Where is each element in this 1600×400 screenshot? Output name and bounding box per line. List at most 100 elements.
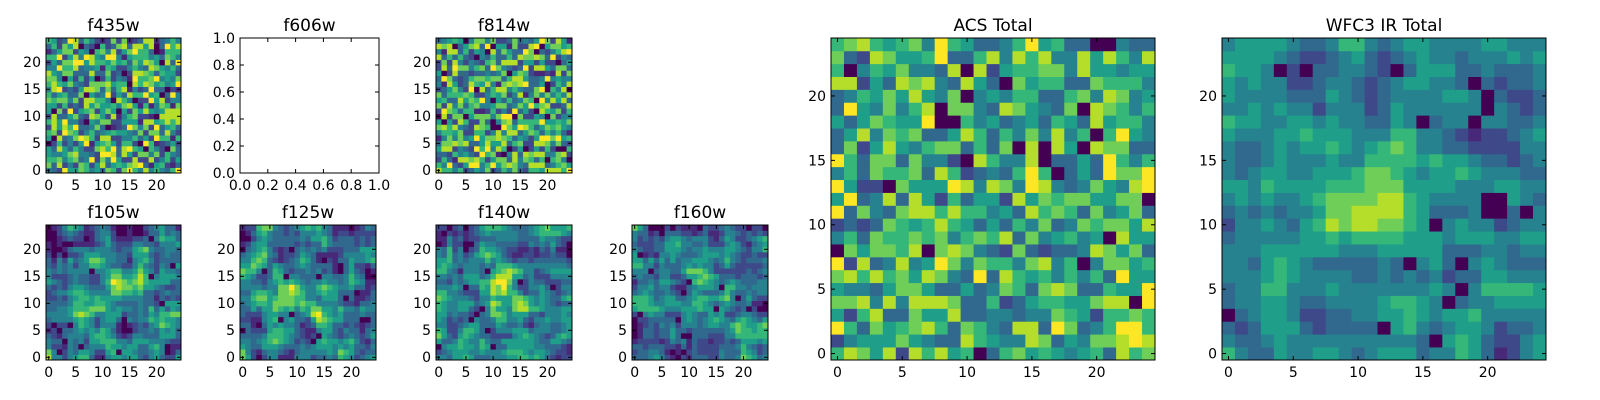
- heatmap-cell: [724, 262, 731, 269]
- heatmap-cell: [299, 279, 306, 285]
- heatmap-cell: [523, 333, 529, 339]
- heatmap-cell: [132, 102, 139, 109]
- heatmap-cell: [51, 300, 58, 307]
- heatmap-cell: [73, 246, 79, 253]
- heatmap-cell: [446, 124, 453, 131]
- heatmap-cell: [960, 153, 974, 168]
- heatmap-cell: [1481, 256, 1495, 271]
- heatmap-cell: [708, 230, 714, 237]
- heatmap-cell: [446, 75, 453, 82]
- heatmap-cell: [973, 205, 987, 219]
- heatmap-cell: [78, 146, 85, 152]
- heatmap-cell: [116, 162, 122, 168]
- heatmap-cell: [512, 241, 518, 247]
- heatmap-cell: [278, 300, 284, 307]
- heatmap-cell: [506, 70, 513, 77]
- heatmap-cell: [154, 257, 160, 264]
- heatmap-cell: [843, 153, 858, 168]
- heatmap-cell: [1116, 50, 1130, 65]
- heatmap-cell: [267, 284, 273, 291]
- heatmap-cell: [137, 156, 144, 163]
- heatmap-cell: [116, 140, 122, 147]
- heatmap-cell: [100, 135, 106, 141]
- heatmap-cell: [365, 230, 371, 237]
- heatmap-cell: [533, 140, 540, 147]
- heatmap-cell: [561, 113, 567, 120]
- heatmap-cell: [523, 129, 529, 136]
- heatmap-cell: [452, 284, 459, 291]
- heatmap-cell: [999, 256, 1013, 271]
- heatmap-cell: [648, 306, 655, 312]
- heatmap-cell: [343, 268, 350, 274]
- heatmap-cell: [463, 333, 469, 339]
- heatmap-cell: [316, 284, 322, 291]
- heatmap-cell: [51, 230, 58, 237]
- heatmap-cell: [299, 354, 306, 361]
- heatmap-cell: [539, 70, 546, 77]
- heatmap-cell: [446, 81, 453, 87]
- heatmap-cell: [256, 327, 263, 334]
- heatmap-cell: [62, 146, 68, 152]
- heatmap-cell: [354, 279, 361, 285]
- heatmap-cell: [436, 124, 442, 131]
- heatmap-cell: [653, 257, 660, 264]
- heatmap-cell: [110, 135, 117, 141]
- heatmap-cell: [159, 306, 166, 312]
- heatmap-cell: [999, 50, 1013, 65]
- heatmap-cell: [468, 306, 475, 312]
- heatmap-cell: [337, 306, 344, 312]
- heatmap-cell: [164, 129, 171, 136]
- heatmap-cell: [83, 65, 90, 71]
- heatmap-cell: [365, 295, 371, 301]
- heatmap-cell: [539, 75, 546, 82]
- heatmap-cell: [960, 205, 974, 219]
- heatmap-cell: [110, 162, 117, 168]
- heatmap-cell: [272, 306, 279, 312]
- heatmap-cell: [501, 129, 508, 136]
- heatmap-cell: [332, 306, 339, 312]
- heatmap-cell: [1142, 295, 1156, 309]
- heatmap-cell: [56, 75, 63, 82]
- heatmap-cell: [1377, 308, 1391, 322]
- heatmap-cell: [831, 141, 845, 155]
- heatmap-cell: [632, 306, 638, 312]
- heatmap-cell: [1064, 308, 1078, 322]
- heatmap-cell: [501, 311, 508, 318]
- heatmap-cell: [305, 349, 312, 355]
- heatmap-cell: [94, 119, 101, 125]
- heatmap-cell: [89, 273, 95, 280]
- heatmap-cell: [1507, 308, 1521, 322]
- heatmap-cell: [359, 268, 366, 274]
- heatmap-cell: [512, 300, 518, 307]
- heatmap-cell: [283, 262, 290, 269]
- heatmap-cell: [495, 311, 502, 318]
- heatmap-cell: [856, 102, 871, 116]
- heatmap-cell: [1416, 347, 1430, 361]
- heatmap-cell: [283, 268, 290, 274]
- heatmap-cell: [729, 284, 736, 291]
- heatmap-cell: [637, 268, 644, 274]
- heatmap-cell: [365, 306, 371, 312]
- heatmap-cell: [697, 262, 704, 269]
- heatmap-cell: [474, 311, 480, 318]
- heatmap-cell: [73, 43, 79, 50]
- heatmap-cell: [702, 268, 709, 274]
- heatmap-cell: [517, 235, 524, 242]
- heatmap-cell: [1142, 269, 1156, 284]
- heatmap-cell: [446, 273, 453, 280]
- heatmap-cell: [1494, 282, 1508, 296]
- heatmap-cell: [1390, 192, 1404, 206]
- heatmap-cell: [250, 327, 257, 334]
- heatmap-cell: [533, 59, 540, 66]
- heatmap-cell: [1247, 282, 1262, 296]
- heatmap-cell: [729, 273, 736, 280]
- heatmap-cell: [132, 230, 139, 237]
- heatmap-cell: [479, 146, 486, 152]
- heatmap-cell: [310, 279, 317, 285]
- heatmap-cell: [561, 146, 567, 152]
- heatmap-cell: [691, 225, 698, 231]
- heatmap-cell: [116, 252, 122, 258]
- heatmap-cell: [506, 162, 513, 168]
- heatmap-cell: [321, 241, 328, 247]
- heatmap-cell: [648, 349, 655, 355]
